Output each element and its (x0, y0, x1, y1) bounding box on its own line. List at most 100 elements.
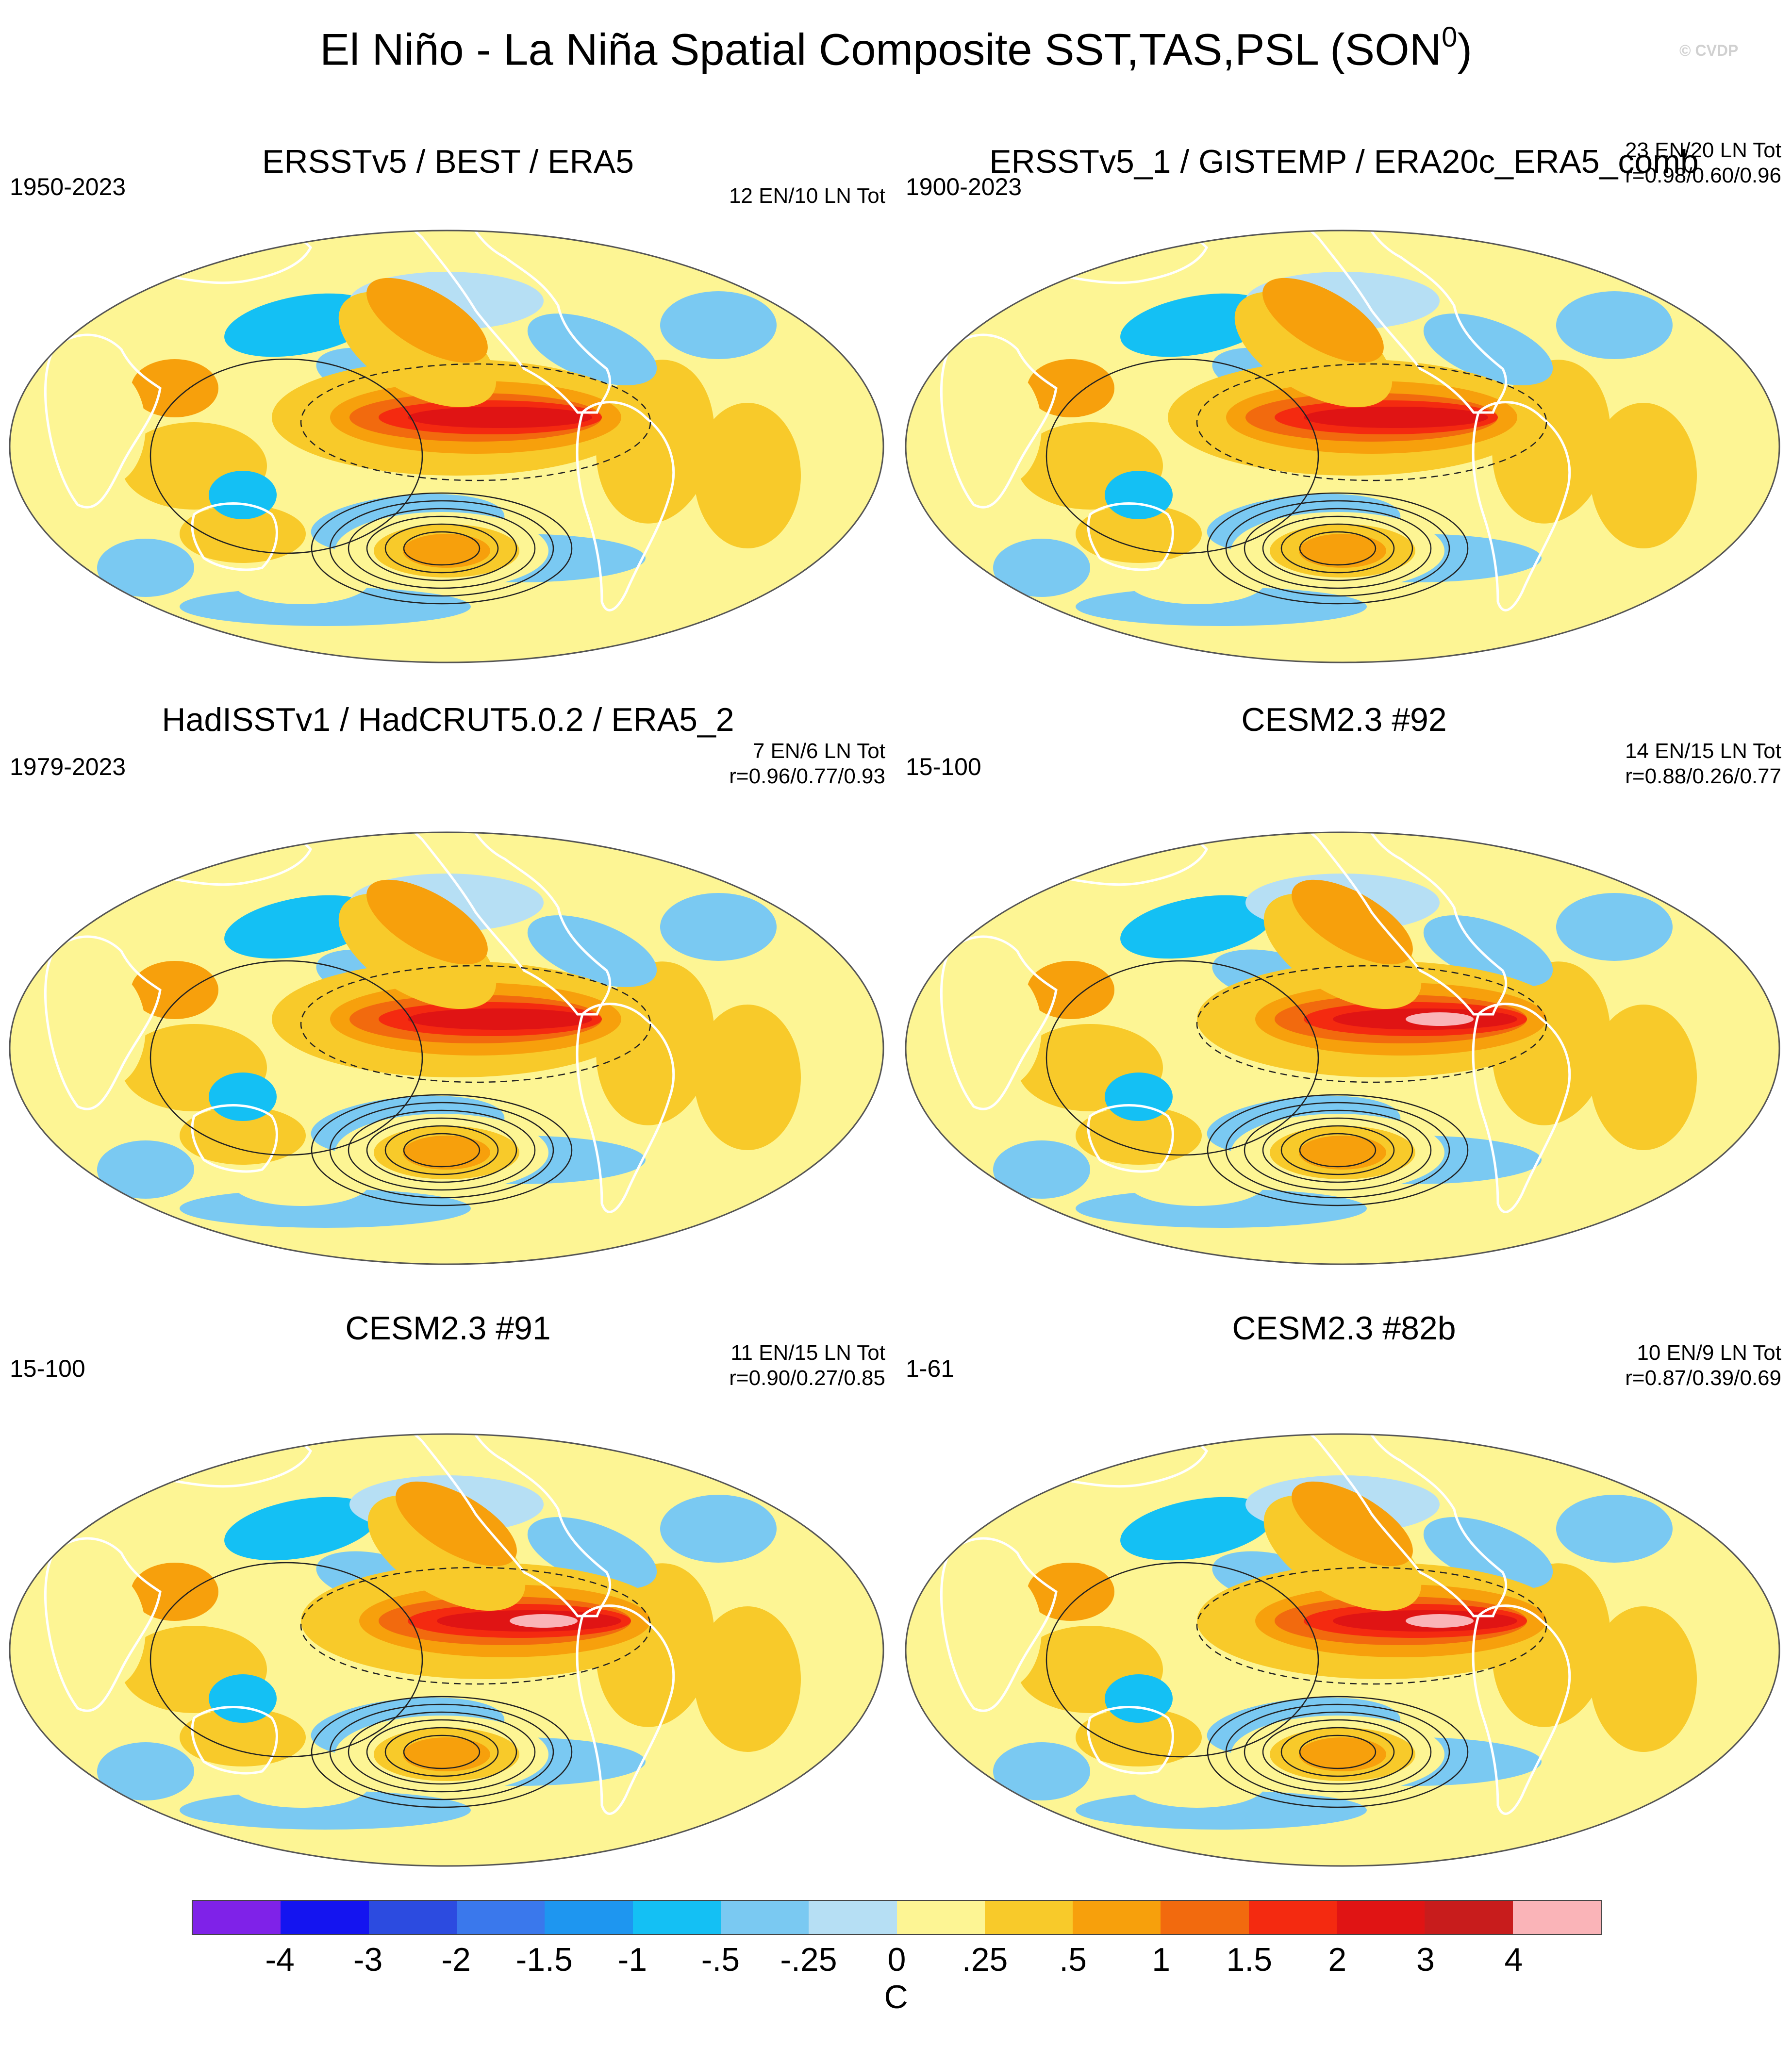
anomaly-region (964, 971, 1042, 1087)
colorbar-segment (984, 1901, 1073, 1934)
anomaly-region (993, 1140, 1090, 1199)
map (9, 230, 884, 663)
map-border (905, 230, 1780, 663)
colorbar-tick-label: -1.5 (515, 1941, 573, 1978)
anomaly-region (68, 369, 146, 485)
max-anomaly-region (1406, 1614, 1474, 1628)
colorbar-segment (545, 1901, 633, 1934)
colorbar-segment (1337, 1901, 1425, 1934)
coastline (1263, 832, 1508, 1016)
anomaly-region (1556, 1495, 1673, 1563)
colorbar-tick-label: -1 (617, 1941, 647, 1978)
psl-contour (348, 508, 536, 589)
anomaly-region (1129, 1764, 1265, 1808)
panel-period: 15-100 (906, 753, 981, 780)
anomaly-region (224, 895, 378, 959)
panel-cesm91: CESM2.3 #91 15-100 11 EN/15 LN Tot r=0.9… (0, 1281, 896, 1883)
colorbar-tick-label: -3 (353, 1941, 383, 1978)
panel-correlation: r=0.87/0.39/0.69 (1625, 1366, 1781, 1390)
map-field (906, 231, 1779, 662)
panel-event-count: 7 EN/6 LN Tot (752, 739, 885, 763)
psl-contour-negative (1196, 965, 1547, 1083)
coastline (1472, 1604, 1571, 1815)
main-title: El Niño - La Niña Spatial Composite SST,… (319, 21, 1473, 75)
anomaly-region (1120, 293, 1274, 357)
anomaly-region (694, 1005, 801, 1150)
colorbar-tick-label: -2 (441, 1941, 471, 1978)
panel-event-count: 11 EN/15 LN Tot (730, 1341, 885, 1365)
anomaly-region (1423, 1517, 1553, 1589)
anomaly-region (694, 403, 801, 548)
anomaly-region (1027, 359, 1114, 417)
psl-contour (366, 1719, 517, 1785)
psl-contour (311, 492, 573, 605)
watermark: © CVDP (1679, 42, 1739, 59)
psl-contour (348, 1711, 536, 1793)
colorbar-tick-label: -.25 (780, 1941, 837, 1978)
panel-correlation: r=0.96/0.77/0.93 (729, 764, 885, 788)
colorbar-segment (368, 1901, 457, 1934)
psl-contour (1280, 1727, 1395, 1777)
map-field (10, 832, 883, 1264)
anomaly-region (97, 539, 194, 597)
anomaly-region (233, 1162, 369, 1206)
colorbar-segment (896, 1901, 985, 1934)
colorbar-segment (1248, 1901, 1337, 1934)
colorbar-segment (1512, 1901, 1601, 1934)
map (9, 1433, 884, 1867)
psl-contour (149, 960, 423, 1156)
map (9, 831, 884, 1265)
anomaly-region (1120, 1497, 1274, 1561)
colorbar-segment (1073, 1901, 1161, 1934)
colorbar (192, 1900, 1602, 1935)
anomaly-region (1299, 1737, 1386, 1771)
anomaly-region (660, 1495, 777, 1563)
panel-title: HadISSTv1 / HadCRUT5.0.2 / ERA5_2 (162, 701, 734, 738)
anomaly-region (1423, 314, 1553, 385)
anomaly-region (1120, 895, 1274, 959)
anomaly-region (527, 1517, 657, 1589)
coastline (576, 1003, 675, 1213)
coastline (1087, 502, 1174, 571)
anomaly-region (1027, 961, 1114, 1019)
colorbar-tick-label: .25 (962, 1941, 1008, 1978)
psl-contour (311, 1696, 573, 1808)
anomaly-region (527, 314, 657, 385)
coastline (1472, 401, 1571, 611)
coastline (1263, 231, 1508, 414)
panel-title: ERSSTv5 / BEST / ERA5 (262, 143, 634, 180)
map-border (9, 831, 884, 1265)
colorbar-segment (281, 1901, 369, 1934)
psl-contour (403, 1133, 481, 1168)
map-border (905, 1433, 1780, 1867)
colorbar-units: C (884, 1979, 908, 2015)
coastline (1087, 1104, 1174, 1173)
colorbar-tick-label: 2 (1328, 1941, 1347, 1978)
psl-contour (403, 531, 481, 566)
anomaly-region (660, 893, 777, 961)
anomaly-region (1234, 291, 1393, 408)
anomaly-region (224, 293, 378, 357)
coastline (44, 1537, 162, 1712)
psl-contour (1207, 492, 1469, 605)
coastline (44, 333, 162, 509)
anomaly-region (68, 1572, 146, 1689)
panel-event-count: 23 EN/20 LN Tot (1625, 138, 1781, 162)
colorbar-tick-label: 3 (1416, 1941, 1435, 1978)
psl-contour (149, 1562, 423, 1758)
coastline (940, 333, 1058, 509)
panel-period: 15-100 (10, 1355, 85, 1382)
coastline (191, 1104, 278, 1173)
anomaly-region (367, 1495, 526, 1611)
colorbar-tick-label: -4 (265, 1941, 295, 1978)
anomaly-region (1590, 1005, 1697, 1150)
anomaly-region (131, 961, 218, 1019)
anomaly-region (1556, 291, 1673, 359)
panel-period: 1950-2023 (10, 173, 126, 200)
psl-contour (1244, 508, 1432, 589)
panel-period: 1-61 (906, 1355, 955, 1382)
psl-contour (1299, 1133, 1377, 1168)
anomaly-region (964, 369, 1042, 485)
map (905, 230, 1780, 663)
panel-event-count: 14 EN/15 LN Tot (1625, 739, 1781, 763)
